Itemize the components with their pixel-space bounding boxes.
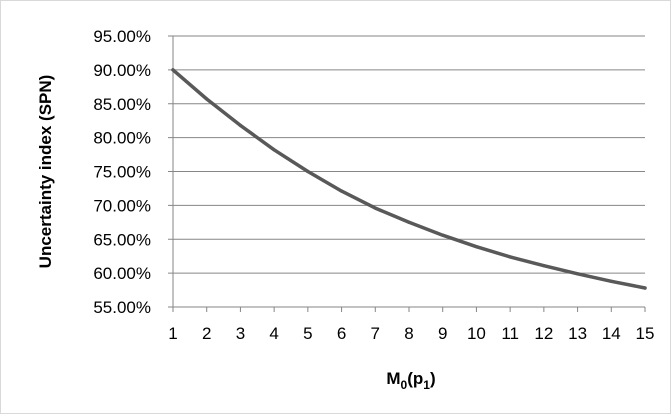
data-point	[238, 123, 243, 128]
x-tick-label: 9	[438, 324, 447, 343]
x-tick-label: 11	[501, 324, 519, 343]
y-axis-title: Uncertainty index (SPN)	[36, 75, 55, 269]
data-point	[407, 220, 411, 224]
x-tick-label: 6	[337, 324, 346, 343]
x-tick-label: 12	[534, 324, 553, 343]
x-tick-labels: 1 2 3 4 5 6 7 8 9 10 11 12 13 14 15	[168, 324, 654, 343]
y-tick-label: 85.00%	[93, 95, 151, 114]
x-axis-title-main: M	[386, 369, 400, 388]
x-tick-label: 2	[202, 324, 211, 343]
series-line	[171, 68, 647, 290]
data-point	[441, 233, 445, 237]
x-tick-label: 5	[303, 324, 312, 343]
y-tick-labels: 55.00% 60.00% 65.00% 70.00% 75.00% 80.00% 85.0…	[93, 27, 151, 317]
y-tick-label: 95.00%	[93, 27, 151, 46]
x-tick-label: 15	[636, 324, 655, 343]
y-tick-label: 75.00%	[93, 163, 151, 182]
x-tick-label: 8	[404, 324, 413, 343]
x-tick-label: 13	[568, 324, 587, 343]
data-point	[609, 279, 613, 283]
data-point	[474, 245, 479, 249]
series-layer	[171, 68, 647, 290]
x-axis-title-mid: (p	[407, 369, 423, 388]
y-tick-label: 90.00%	[93, 61, 151, 80]
data-point	[306, 169, 310, 174]
x-axis-title-sub1: 0	[401, 378, 408, 392]
data-point	[171, 68, 175, 72]
data-point	[508, 255, 512, 259]
x-tick-label: 1	[168, 324, 177, 343]
data-point	[272, 148, 276, 152]
data-point	[643, 286, 647, 290]
axes	[168, 35, 646, 312]
data-point	[575, 272, 580, 276]
data-point	[373, 206, 377, 210]
y-tick-label: 60.00%	[93, 264, 151, 283]
data-point	[205, 97, 209, 101]
x-tick-label: 14	[602, 324, 621, 343]
y-tick-label: 55.00%	[93, 298, 151, 317]
data-point	[542, 264, 546, 268]
x-tick-label: 4	[269, 324, 278, 343]
y-tick-label: 70.00%	[93, 196, 151, 215]
x-axis-title: M0(p1)	[386, 369, 435, 392]
x-tick-label: 7	[371, 324, 380, 343]
x-axis-title-sub2: 1	[423, 378, 430, 392]
y-tick-label: 65.00%	[93, 230, 151, 249]
x-axis-title-end: )	[430, 369, 436, 388]
data-point	[339, 189, 344, 193]
x-tick-label: 3	[236, 324, 245, 343]
y-tick-label: 80.00%	[93, 129, 151, 148]
x-tick-label: 10	[467, 324, 486, 343]
gridlines	[173, 35, 645, 274]
